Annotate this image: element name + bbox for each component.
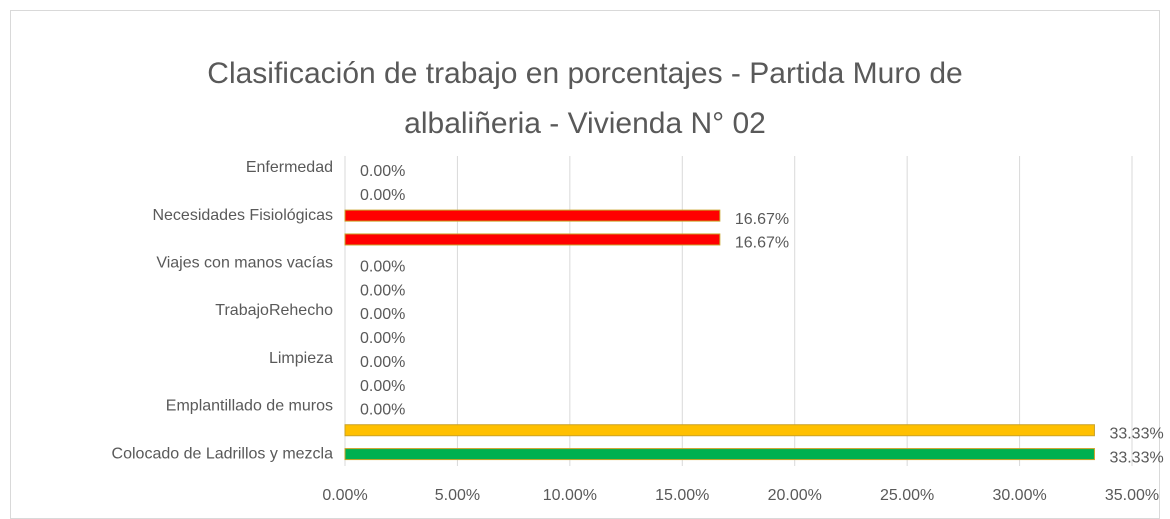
data-label: 0.00%	[360, 354, 405, 371]
x-tick-label: 5.00%	[435, 487, 480, 504]
y-tick-label: Limpieza	[269, 350, 333, 367]
data-label: 16.67%	[735, 211, 789, 228]
chart-title: albaliñeria - Vivienda N° 02	[404, 107, 766, 140]
x-tick-label: 25.00%	[880, 487, 934, 504]
bar	[344, 209, 721, 222]
x-tick-label: 15.00%	[655, 487, 709, 504]
data-label: 16.67%	[735, 235, 789, 252]
y-tick-label: Viajes con manos vacías	[156, 255, 333, 272]
y-tick-label: TrabajoRehecho	[215, 302, 333, 319]
data-label: 33.33%	[1109, 449, 1163, 466]
data-label: 0.00%	[360, 378, 405, 395]
data-label: 0.00%	[360, 163, 405, 180]
x-tick-label: 20.00%	[768, 487, 822, 504]
y-tick-label: Enfermedad	[246, 159, 333, 176]
bar	[344, 448, 1095, 461]
bar	[344, 233, 721, 246]
y-tick-label: Necesidades Fisiológicas	[152, 207, 333, 224]
data-label: 33.33%	[1109, 425, 1163, 442]
data-label: 0.00%	[360, 330, 405, 347]
data-label: 0.00%	[360, 282, 405, 299]
data-label: 0.00%	[360, 259, 405, 276]
data-label: 0.00%	[360, 402, 405, 419]
bar	[344, 424, 1095, 437]
y-tick-label: Emplantillado de muros	[166, 398, 333, 415]
x-tick-label: 30.00%	[992, 487, 1046, 504]
data-label: 0.00%	[360, 306, 405, 323]
x-tick-label: 35.00%	[1105, 487, 1159, 504]
y-tick-label: Colocado de Ladrillos y mezcla	[112, 445, 334, 462]
x-tick-label: 10.00%	[543, 487, 597, 504]
x-tick-label: 0.00%	[322, 487, 367, 504]
chart-title: Clasificación de trabajo en porcentajes …	[207, 57, 962, 90]
data-label: 0.00%	[360, 187, 405, 204]
